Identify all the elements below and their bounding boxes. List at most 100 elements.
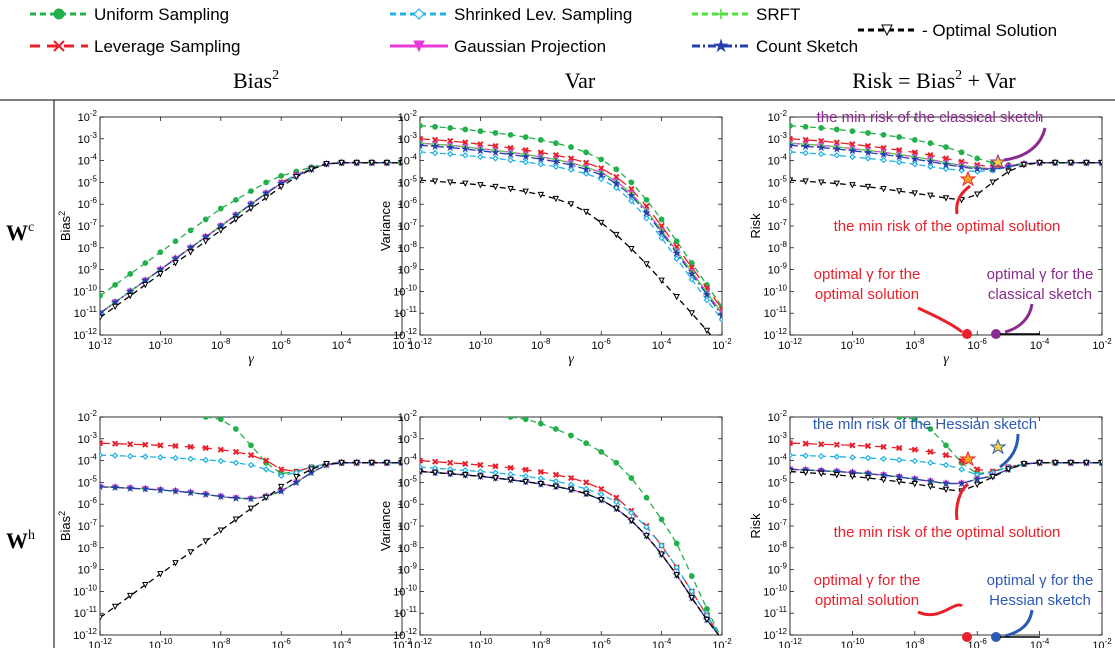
legend-label: Count Sketch <box>756 37 858 56</box>
data-point <box>522 466 529 473</box>
data-point <box>323 160 330 168</box>
data-point <box>658 516 665 523</box>
data-point <box>880 186 887 193</box>
legend-item: Count Sketch <box>692 37 858 56</box>
data-point <box>431 178 439 185</box>
data-point <box>172 238 179 245</box>
data-point <box>171 254 180 263</box>
data-point <box>688 276 696 283</box>
col-title-risk: Risk = Bias2 + Var <box>852 68 1016 93</box>
data-point <box>308 466 315 473</box>
legend-label: SRFT <box>756 5 800 24</box>
data-point <box>927 426 934 432</box>
data-point <box>833 453 841 460</box>
panel-wc-risk: 10-12 10-11 10-10 10-9 10-8 10-7 10-6 10-5 10-4 1… <box>748 109 1112 367</box>
x-tick-label: 10-4 <box>1030 337 1050 352</box>
data-point <box>864 454 872 462</box>
data-point <box>157 271 164 278</box>
data-point <box>420 140 423 146</box>
x-tick-label: 10-2 <box>712 637 732 648</box>
plot-frame <box>789 416 1103 636</box>
data-point <box>790 122 793 129</box>
data-point <box>818 441 825 448</box>
data-point <box>567 486 575 494</box>
data-point <box>217 457 225 465</box>
x-tick-label: 10-10 <box>148 337 172 352</box>
legend-item: Uniform Sampling <box>30 5 229 24</box>
data-point <box>100 482 105 491</box>
y-tick-label: 10-12 <box>393 627 417 642</box>
data-point <box>974 466 981 473</box>
x-axis-label: γ <box>568 352 574 367</box>
x-tick-label: 10-4 <box>652 637 672 648</box>
data-point <box>551 157 561 166</box>
data-point <box>140 484 150 493</box>
y-tick-label: 10-9 <box>768 262 788 277</box>
data-point <box>583 440 589 447</box>
y-tick-label: 10-11 <box>74 305 98 320</box>
legend-marker <box>413 8 425 20</box>
y-tick-label: 10-3 <box>768 431 788 446</box>
data-point <box>217 417 224 423</box>
panels: 10-12 10-11 10-10 10-9 10-8 10-7 10-6 10-5 10-4 1… <box>57 109 1112 648</box>
data-point <box>187 249 194 256</box>
y-tick-label: 10-5 <box>398 474 418 489</box>
legend: Uniform Sampling Leverage Sampling Shrinke… <box>30 5 1057 56</box>
panel-wh-var: 10-12 10-11 10-10 10-9 10-8 10-7 10-6 10-5 10-4 1… <box>378 409 732 648</box>
data-point <box>673 572 680 579</box>
legend-label: Leverage Sampling <box>94 37 240 56</box>
data-point <box>598 156 605 163</box>
arrow-wh-opt-gamma-hessian <box>1004 609 1034 638</box>
data-point <box>142 581 149 589</box>
legend-item: Leverage Sampling <box>30 37 240 56</box>
y-tick-label: 10-5 <box>78 174 98 189</box>
y-axis-label: Risk <box>748 213 763 239</box>
data-point <box>368 159 376 167</box>
data-point <box>398 459 402 467</box>
data-point <box>833 441 840 448</box>
data-point <box>657 227 666 237</box>
data-point <box>702 290 712 299</box>
x-tick-label: 10-10 <box>840 637 864 648</box>
y-tick-label: 10-9 <box>398 262 418 277</box>
data-point <box>1098 159 1102 167</box>
data-point <box>628 245 635 253</box>
arrow-wc-opt-gamma-classical <box>1004 303 1034 334</box>
data-point <box>187 549 194 556</box>
x-tick-label: 10-10 <box>840 337 864 352</box>
legend-marker <box>53 40 65 52</box>
data-point <box>613 184 620 192</box>
series-group <box>790 417 1102 495</box>
data-point <box>172 260 179 267</box>
series-line <box>510 417 721 635</box>
data-point <box>492 463 499 470</box>
x-tick-label: 10-2 <box>1092 337 1112 352</box>
data-point <box>895 188 903 195</box>
data-point <box>492 183 499 191</box>
data-point <box>507 186 514 193</box>
data-point <box>462 460 469 467</box>
data-point <box>911 190 919 197</box>
x-tick-label: 10-6 <box>272 337 292 352</box>
data-point <box>111 303 119 311</box>
data-point <box>420 122 423 129</box>
y-tick-label: 10-7 <box>768 218 788 233</box>
y-tick-label: 10-11 <box>764 305 788 320</box>
data-point <box>142 260 149 266</box>
x-tick-label: 10-12 <box>408 637 432 648</box>
data-point <box>202 417 209 420</box>
data-point <box>262 494 270 502</box>
data-point <box>673 564 680 571</box>
data-point <box>100 440 104 447</box>
x-tick-label: 10-6 <box>592 637 612 648</box>
data-point <box>202 238 209 245</box>
y-tick-label: 10-6 <box>768 496 788 511</box>
data-point <box>943 144 949 150</box>
series-line <box>100 462 402 619</box>
y-tick-label: 10-12 <box>763 627 787 642</box>
star-wc-min-classical <box>989 153 1007 170</box>
data-point <box>112 281 118 288</box>
annotation-wc-min-classical: the min risk of the classical sketch <box>817 109 1044 126</box>
data-point <box>927 140 934 147</box>
data-point <box>672 248 682 257</box>
